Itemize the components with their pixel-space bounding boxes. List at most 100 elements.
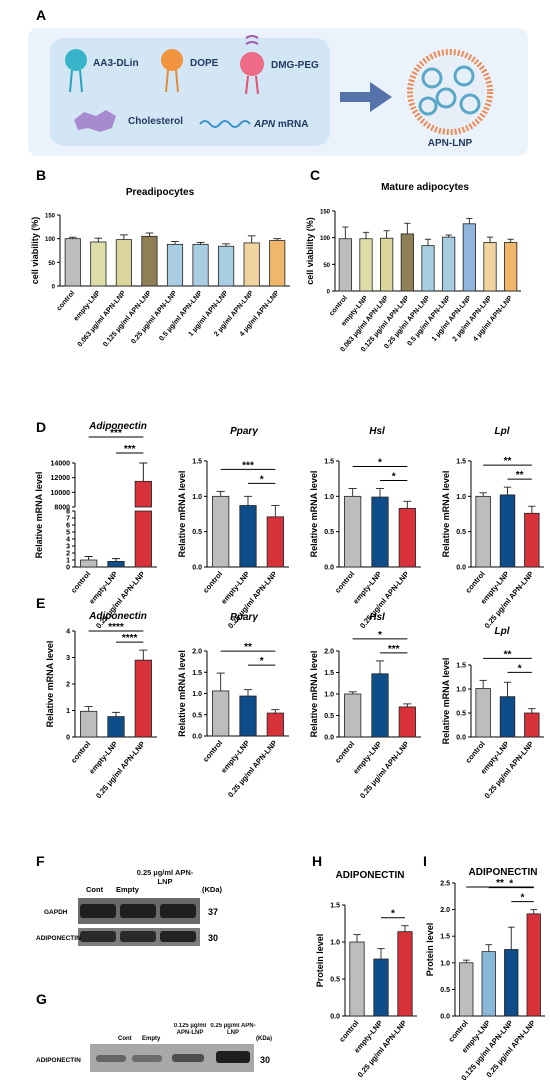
bar [524,512,540,568]
bar [380,237,394,292]
x-tick-label: 1 µg/ml APN-LNP [431,295,473,343]
blot-f-gapdh-band-2 [120,904,156,918]
bar [344,693,362,738]
y-tick-label: 1.0 [330,940,340,947]
bar [462,223,476,292]
y-tick-label: 0.5 [192,712,202,719]
bar [442,236,456,292]
bar [115,239,132,287]
bar [371,496,389,568]
significance-label: ** [504,456,512,467]
significance-label: * [378,458,382,469]
x-tick-label: control [69,570,92,595]
y-tick-label: 0.5 [324,529,334,536]
y-tick-label: 1 [66,558,70,565]
blot-g-band-4 [216,1051,250,1063]
panel-letter-b: B [36,167,46,183]
chart-title: Adiponectin [88,421,147,432]
y-axis-label: Relative mRNA level [177,471,187,558]
y-axis-label: Protein level [425,923,435,977]
blot-f-lane-empty: Empty [116,885,140,894]
y-tick-label: 0 [327,290,331,296]
chart-b: Preadipocytes 0 50 100 150 cell viability (%)… [30,187,290,348]
y-tick-label: 0 [66,735,70,742]
significance-label: ** [496,878,504,889]
y-tick-label: 2.5 [440,881,450,888]
y-tick-label: 0 [52,285,56,291]
significance-label: ** [244,642,252,653]
y-tick-label: 1.5 [324,459,334,466]
significance-label: *** [242,460,254,471]
y-axis-label: cell viability (%) [30,217,40,285]
chart-e1: Adiponectin 0 1 2 3 4 Relative mRNA level contr… [45,611,157,800]
y-tick-label: 1.5 [456,459,466,466]
significance-label: * [509,879,513,890]
chart-title: Hsl [369,426,385,437]
y-tick-label: 0.0 [324,565,334,572]
bar [359,238,373,292]
cholesterol-icon [74,110,116,132]
arrow-icon [340,82,392,112]
significance-label: * [378,630,382,641]
chart-title: Pparγ [230,426,259,437]
blot-g-band-3 [172,1054,204,1062]
blot-g-lane-cont: Cont [118,1036,132,1042]
panel-letter-a: A [36,7,46,23]
bar [239,695,257,737]
bar [499,494,516,568]
y-tick-label: 1.0 [192,494,202,501]
western-blot-f: Cont Empty 0.25 µg/ml APN-LNP (KDa) GAPD… [36,868,223,946]
chart-title: Lpl [495,626,510,637]
significance-label: **** [108,622,124,633]
x-tick-label: 0.063 µg/ml APN-LNP [77,290,128,349]
lipid-label-aa3-dlin: AA3-DLin [93,58,139,69]
bar [499,696,516,738]
y-tick-label: 4 [66,537,70,544]
bar [481,951,496,1017]
y-tick-label: 2 [66,682,70,689]
blot-f-lane-cont: Cont [86,885,104,894]
y-tick-label: 6 [66,523,70,530]
bar [400,233,414,292]
bar [80,559,98,568]
y-tick-label: 1.0 [324,494,334,501]
panel-letter-g: G [36,991,47,1007]
panel-letter-h: H [312,853,322,869]
lipid-aa3-dlin-icon [65,49,87,93]
mrna-label-rest: mRNA [275,119,308,130]
significance-label: ** [516,470,524,481]
chart-title: Pparγ [230,612,259,623]
y-tick-label: 0.0 [192,565,202,572]
bar [397,931,413,1017]
blot-g-lane-025-wrap: 0.25 µg/ml APN-LNP [210,1023,256,1036]
y-axis-label: Relative mRNA level [441,658,451,745]
x-tick-label: control [328,295,349,318]
panel-letter-c: C [310,167,320,183]
significance-label: ** [504,649,512,660]
blot-g-lane-0125-wrap: 0.125 µg/ml APN-LNP [174,1023,206,1036]
y-tick-label: 0.5 [456,711,466,718]
y-tick-label: 2.0 [324,649,334,656]
bar [243,242,260,287]
y-tick-label: 1.5 [192,459,202,466]
significance-label: * [260,474,264,485]
bar [483,242,497,292]
y-tick-label: 1.5 [192,670,202,677]
x-tick-label: 0.125 µg/ml APN-LNP [102,290,153,349]
y-tick-label: 2.0 [192,649,202,656]
mrna-label: APN mRNA [253,119,308,130]
panel-letter-i: I [423,853,427,869]
y-tick-label: 0.5 [192,529,202,536]
x-tick-label: control [201,570,224,595]
y-tick-label: 1.0 [456,494,466,501]
x-tick-label: control [463,740,486,765]
blot-g-kda-30: 30 [260,1055,270,1065]
y-tick-label: 2.0 [440,907,450,914]
blot-g-lane-025: 0.25 µg/ml APN-LNP [210,1023,256,1036]
bar [373,958,389,1017]
mrna-label-italic: APN [253,119,276,130]
y-tick-label: 100 [320,236,331,242]
y-axis-label: Relative mRNA level [309,651,319,738]
